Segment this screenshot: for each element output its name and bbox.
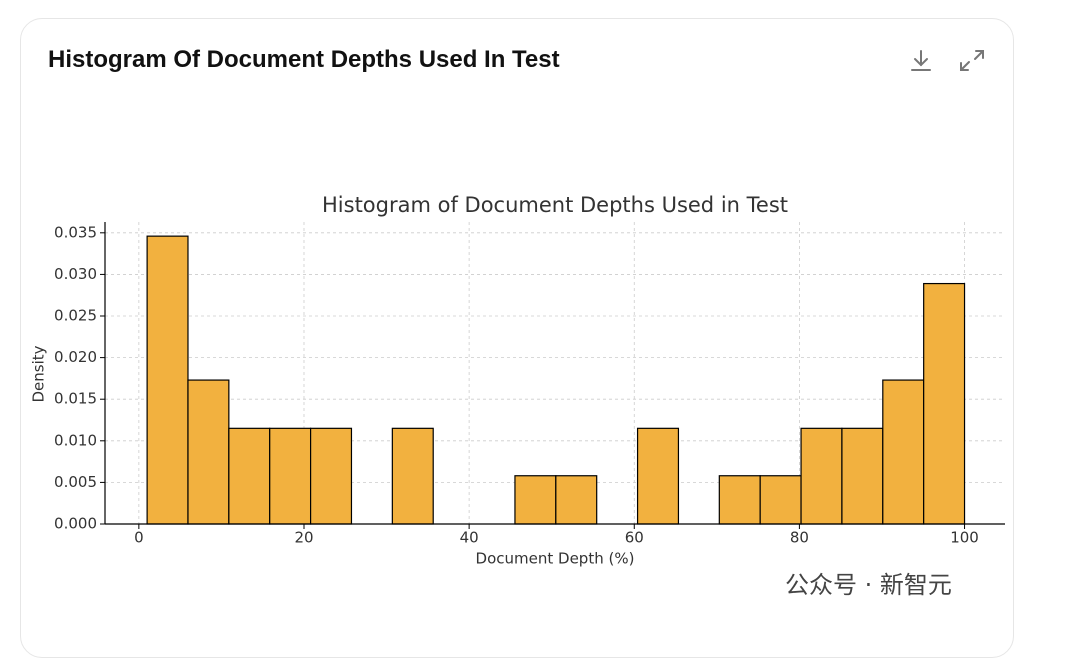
- x-tick-label: 40: [460, 529, 479, 547]
- x-tick-label: 60: [625, 529, 644, 547]
- watermark: 公众号 · 新智元: [785, 571, 952, 599]
- bar: [555, 475, 598, 525]
- expand-button[interactable]: [960, 50, 984, 71]
- x-tick-label: 0: [134, 529, 144, 547]
- y-tick-label: 0.000: [54, 515, 97, 533]
- bar: [269, 427, 312, 525]
- bar: [391, 427, 434, 525]
- toolbar: [911, 50, 984, 71]
- bar: [759, 475, 802, 525]
- bar: [841, 427, 884, 525]
- y-tick-label: 0.020: [54, 348, 97, 366]
- y-tick-label: 0.025: [54, 307, 97, 325]
- y-tick-label: 0.005: [54, 473, 97, 491]
- bar: [228, 427, 271, 525]
- bar: [187, 379, 230, 525]
- y-tick-label: 0.035: [54, 223, 97, 241]
- page: {"header": {"title": "Histogram Of Docum…: [20, 18, 1014, 658]
- x-tick-label: 100: [950, 529, 979, 547]
- y-tick-label: 0.030: [54, 265, 97, 283]
- bar: [636, 427, 680, 525]
- bar: [923, 282, 966, 525]
- bar: [882, 379, 925, 525]
- download-button[interactable]: [911, 50, 931, 71]
- y-tick-label: 0.015: [54, 390, 97, 408]
- card-title: Histogram Of Document Depths Used In Tes…: [48, 46, 560, 73]
- y-axis-label: Density: [30, 345, 48, 402]
- bar: [718, 475, 761, 525]
- chart-title: Histogram of Document Depths Used in Tes…: [322, 193, 788, 217]
- y-tick-label: 0.010: [54, 431, 97, 449]
- x-axis-label: Document Depth (%): [476, 550, 635, 568]
- bar: [514, 475, 557, 525]
- bar: [309, 427, 353, 525]
- x-tick-label: 80: [790, 529, 809, 547]
- chart: Histogram of Document Depths Used in Tes…: [30, 193, 1005, 568]
- bar: [146, 235, 189, 525]
- x-tick-label: 20: [294, 529, 313, 547]
- bar: [800, 427, 843, 525]
